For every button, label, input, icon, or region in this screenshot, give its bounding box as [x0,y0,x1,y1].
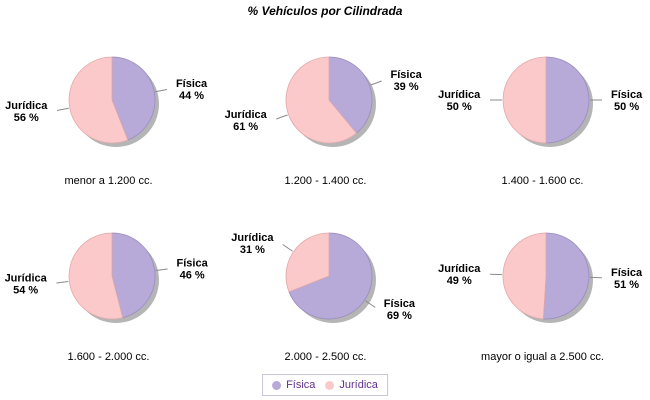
legend: Física Jurídica [262,374,388,396]
slice-label-value: 61 % [233,121,258,133]
pie-grid: Física 44 % Jurídica 56 % menor a 1.200 cc.… [0,24,650,376]
pie-slice-fisica [328,56,373,134]
slice-label-name: Jurídica [5,272,48,284]
slice-label-value: 50 % [614,101,639,113]
slice-label-name: Física [177,258,209,270]
slice-label-value: 54 % [13,284,38,296]
pie-slice-fisica [111,56,156,141]
pie-slice-juridica [285,56,357,144]
slice-label-value: 31 % [240,244,265,256]
pie-slice-fisica [545,56,590,144]
slice-label-name: Física [611,267,643,279]
pie-cell-menor-1200: Física 44 % Jurídica 56 % menor a 1.200 cc. [0,24,217,200]
label-callout-line [365,300,376,308]
label-callout-line [155,268,168,271]
pie-cell-1200-1400: Física 39 % Jurídica 61 % 1.200 - 1.400 cc. [217,24,434,200]
pie-caption: 1.200 - 1.400 cc. [284,175,367,187]
slice-label-name: Física [176,78,208,90]
pie-cell-2000-2500: Física 69 % Jurídica 31 % 2.000 - 2.500 cc. [217,200,434,376]
label-callout-line [282,244,293,252]
slice-label-value: 39 % [394,81,419,93]
label-callout-line [276,114,288,120]
fisica-legend-marker-icon [272,380,282,390]
slice-label-value: 49 % [447,275,472,287]
pie-slice-fisica [111,232,156,319]
pie-caption: 1.400 - 1.600 cc. [501,175,584,187]
label-callout-line [370,80,382,86]
juridica-legend-marker-icon [325,380,335,390]
slice-label-name: Física [391,69,423,81]
slice-label-name: Jurídica [225,109,268,121]
slice-label-name: Jurídica [438,263,481,275]
pie-slice-juridica [68,56,129,144]
pie-caption: 2.000 - 2.500 cc. [284,351,367,363]
pie-slice-juridica [502,232,547,320]
slice-label-name: Física [611,89,643,101]
legend-label-fisica: Física [286,379,316,391]
slice-label-name: Jurídica [5,100,48,112]
slice-label-name: Jurídica [231,232,274,244]
slice-label-value: 50 % [447,101,472,113]
slice-label-name: Jurídica [438,89,481,101]
pie-cell-1600-2000: Física 46 % Jurídica 54 % 1.600 - 2.000 cc. [0,200,217,376]
pie-cell-mayor-2500: Física 51 % Jurídica 49 % mayor o igual a 2… [434,200,650,376]
label-callout-line [155,89,168,93]
label-callout-line [56,281,69,284]
label-callout-line [56,107,69,111]
pie-caption: menor a 1.200 cc. [64,175,153,187]
pie-slice-juridica [285,232,330,293]
slice-label-value: 51 % [614,279,639,291]
legend-item-fisica: Física [272,379,315,391]
slice-label-name: Física [384,298,416,310]
pie-slice-fisica [288,232,373,320]
slice-label-value: 44 % [179,90,204,102]
pie-slice-juridica [68,232,124,320]
slice-label-value: 56 % [14,112,39,124]
legend-item-juridica: Jurídica [325,379,378,391]
pie-caption: 1.600 - 2.000 cc. [67,351,150,363]
pie-caption: mayor o igual a 2.500 cc. [481,351,604,363]
slice-label-value: 69 % [387,310,412,322]
pie-cell-1400-1600: Física 50 % Jurídica 50 % 1.400 - 1.600 cc. [434,24,650,200]
pie-slice-juridica [502,56,547,144]
slice-label-value: 46 % [180,270,205,282]
pie-slice-fisica [542,232,590,320]
chart-title: % Vehículos por Cilindrada [247,4,403,18]
legend-label-juridica: Jurídica [339,379,378,391]
